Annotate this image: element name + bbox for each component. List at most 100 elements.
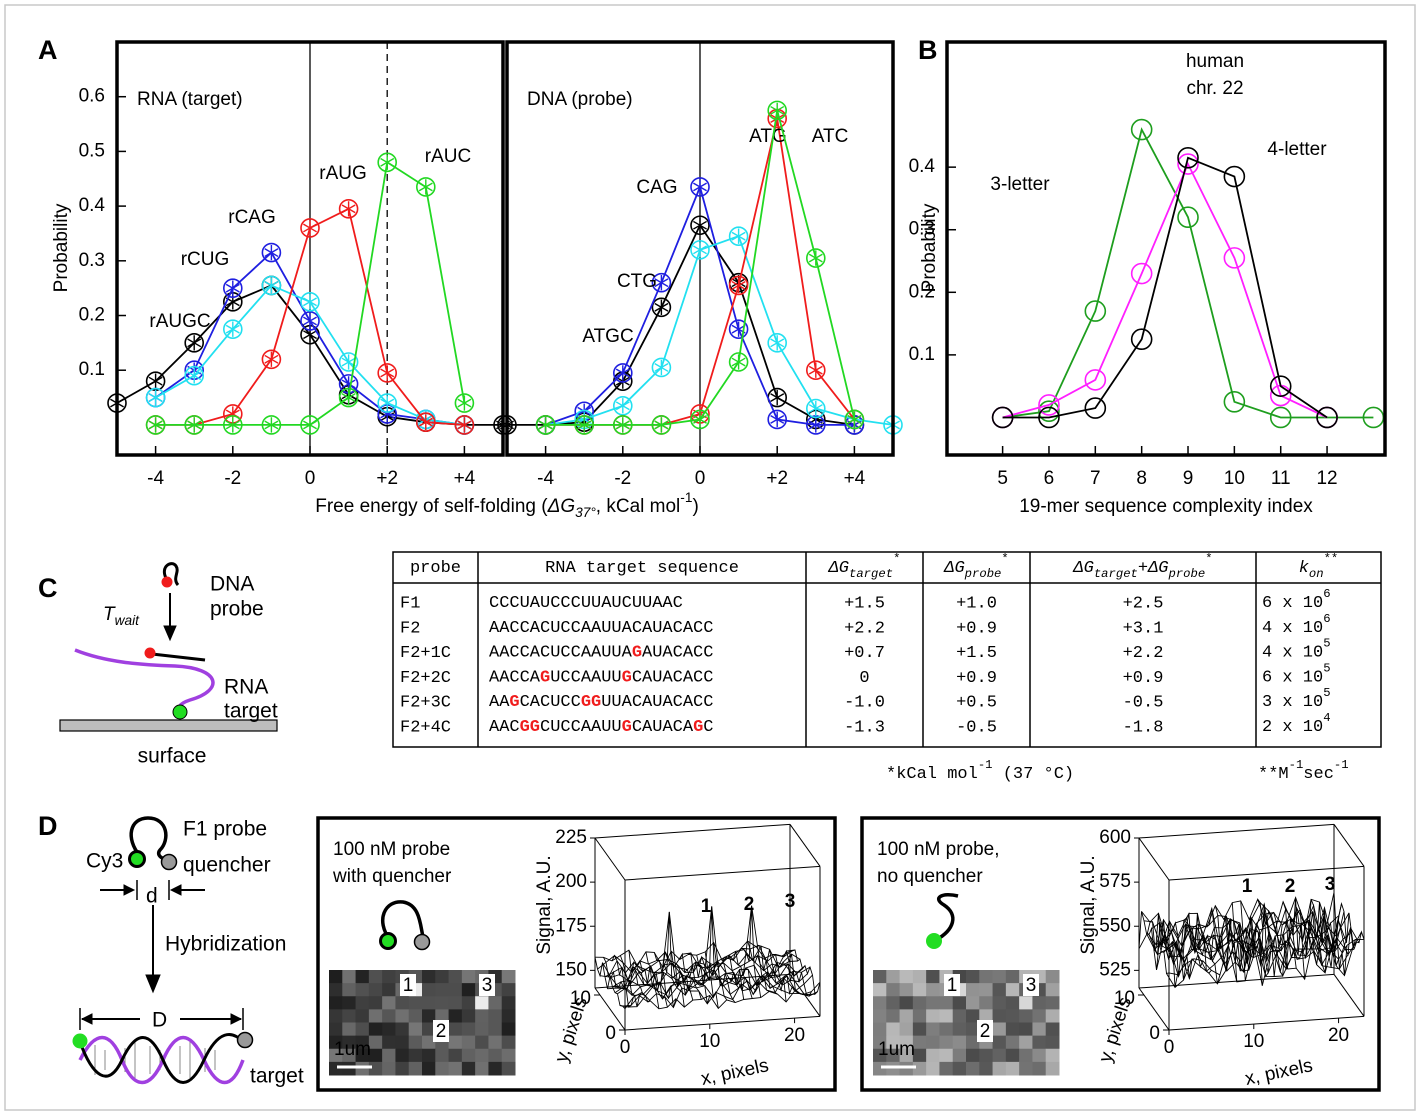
pixel: [475, 996, 489, 1010]
marker-star: [847, 411, 862, 428]
pixel: [435, 1048, 450, 1063]
marker-star: [457, 395, 472, 411]
table-cell: F2+4C: [400, 718, 451, 737]
pixel: [939, 1061, 954, 1076]
x-tick-label: -2: [224, 468, 241, 489]
table-cell-part: 6 x 10: [1262, 594, 1323, 613]
table-footnote: **M-1sec-1: [1258, 758, 1349, 784]
pixel: [886, 970, 901, 984]
z-tick-label: 550: [1099, 915, 1131, 936]
diagram-d: [72, 816, 254, 1085]
marker-star: [457, 417, 472, 433]
pixel: [1019, 1022, 1033, 1037]
marker: [300, 292, 320, 312]
mesh-line: [1274, 919, 1306, 980]
x-axis-label: 19-mer sequence complexity index: [1019, 496, 1313, 517]
spot-label: 1: [947, 975, 958, 996]
pixel: [939, 1009, 954, 1023]
panel-letter: C: [38, 573, 58, 603]
table-cell-part: AUACACC: [642, 644, 713, 663]
spot-label-bg: [400, 974, 416, 996]
inset-frame: [316, 816, 837, 1092]
peak-label: 1: [1242, 876, 1253, 897]
table-cell: F2+3C: [400, 694, 451, 713]
marker-star: [731, 354, 746, 370]
pixel: [342, 1022, 357, 1037]
table-header-part: ΔG: [1147, 559, 1168, 578]
marker: [1269, 375, 1292, 397]
pixel: [886, 1022, 901, 1037]
table-footnote: *kCal mol-1 (37 °C): [886, 758, 1074, 784]
marker: [690, 409, 710, 430]
table-cell: -1.8: [1123, 718, 1164, 737]
table-cell-part: AACCA: [489, 669, 541, 688]
mesh-line: [704, 951, 736, 1003]
pixel: [475, 1035, 489, 1050]
marker: [184, 365, 204, 386]
table-cell: F1: [400, 594, 420, 613]
arrow-head: [163, 625, 177, 642]
y-axis-label: Probability: [51, 203, 72, 292]
y-tick-label: 0.4: [909, 156, 936, 177]
mesh-line: [738, 905, 770, 992]
pixel: [488, 1009, 503, 1023]
pixel: [1005, 1061, 1020, 1076]
spot-label: 3: [482, 975, 493, 996]
mesh-line: [645, 951, 677, 1008]
spot-label: 2: [980, 1021, 991, 1042]
pixel: [966, 1022, 980, 1037]
inset-title: no quencher: [877, 866, 983, 887]
marker-ring: [338, 199, 359, 219]
y-axis-label: Probability: [919, 203, 940, 292]
table-header-part: *: [893, 552, 900, 566]
quencher: [413, 933, 431, 951]
inset-title: 100 nM probe,: [877, 839, 1000, 860]
probe-glyph: [380, 900, 426, 942]
pixel: [382, 1061, 396, 1076]
marker-ring: [338, 352, 359, 372]
spot-label: 3: [1026, 975, 1037, 996]
table-cell: 6 x 105: [1262, 662, 1331, 688]
probe-glyph: [935, 892, 959, 942]
pixel: [1045, 996, 1060, 1010]
mesh-line: [789, 949, 821, 996]
z-axis-label: Signal, A.U.: [534, 855, 555, 954]
pixel: [355, 983, 370, 997]
marker: [728, 226, 749, 246]
inset-title: 100 nM probe: [333, 839, 450, 860]
pixel: [873, 996, 887, 1010]
arrow-head: [80, 1013, 93, 1025]
pixel: [501, 1048, 516, 1063]
pixel: [992, 996, 1007, 1010]
pixel: [329, 996, 343, 1010]
table-cell-part: UCCAAUU: [550, 669, 621, 688]
marker-star: [187, 368, 202, 384]
marker-ring: [690, 240, 710, 260]
marker-star: [303, 294, 317, 310]
table-cell: -0.5: [1123, 694, 1164, 713]
y-tick-label: 0: [1149, 1023, 1160, 1044]
pixel: [342, 996, 357, 1010]
marker-star: [731, 277, 746, 294]
marker-star: [615, 417, 630, 433]
spot-label-bg: [433, 1020, 449, 1042]
marker-ring: [145, 415, 166, 435]
marker-star: [808, 250, 823, 266]
marker-ring: [415, 177, 436, 197]
marker-ring: [728, 352, 749, 372]
bound-probe: [151, 652, 206, 662]
marker-star: [264, 277, 279, 294]
marker-star: [380, 154, 395, 170]
series-label: 4-letter: [1267, 139, 1327, 160]
diagram-label: F1 probe: [183, 818, 267, 841]
cy3: [128, 850, 146, 868]
diagram-label-part: wait: [115, 613, 141, 628]
mesh-line: [1223, 915, 1254, 973]
table-cell: +2.2: [844, 619, 885, 638]
table-header-part: probe: [964, 567, 1002, 581]
marker: [728, 352, 749, 372]
marker-ring: [300, 415, 320, 435]
pixel: [422, 970, 436, 984]
pixel: [899, 983, 914, 997]
marker-ring: [767, 100, 788, 121]
